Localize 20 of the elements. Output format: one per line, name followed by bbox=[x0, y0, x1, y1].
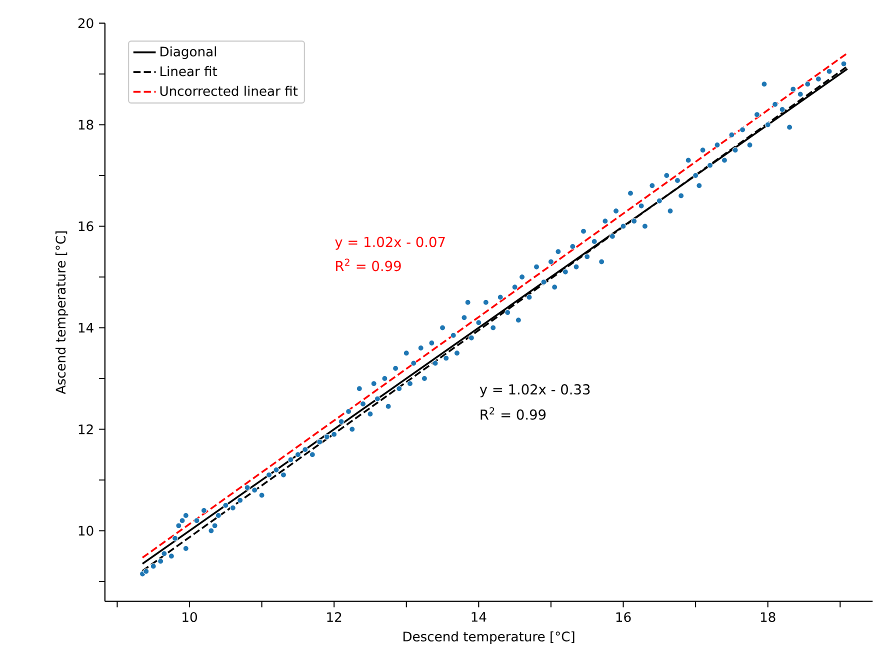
y-tick-label: 18 bbox=[78, 120, 94, 130]
annotation: y = 1.02x - 0.33 bbox=[480, 384, 590, 398]
x-tick-label: 10 bbox=[182, 612, 197, 622]
annotation: R$^{2}$ = 0.99 bbox=[336, 258, 401, 272]
x-tick-label: 16 bbox=[616, 612, 631, 622]
legend-label: Linear fit bbox=[160, 66, 218, 76]
annotation: y = 1.02x - 0.07 bbox=[335, 236, 445, 250]
annotation: R$^{2}$ = 0.99 bbox=[480, 407, 546, 420]
y-tick-label: 10 bbox=[78, 526, 94, 536]
x-tick-label: 14 bbox=[472, 612, 486, 622]
y-axis-title: Ascend temperature [°C] bbox=[55, 231, 68, 394]
y-tick-label: 16 bbox=[78, 221, 94, 232]
y-tick-label: 20 bbox=[78, 18, 94, 28]
y-tick-label: 12 bbox=[78, 424, 93, 434]
legend-label: Diagonal bbox=[160, 46, 216, 60]
y-tick-label: 14 bbox=[78, 322, 94, 333]
x-tick-label: 12 bbox=[327, 612, 342, 622]
x-axis-title: Descend temperature [°C] bbox=[404, 631, 574, 644]
legend-label: Uncorrected linear fit bbox=[160, 86, 298, 96]
x-tick-label: 18 bbox=[760, 612, 776, 622]
